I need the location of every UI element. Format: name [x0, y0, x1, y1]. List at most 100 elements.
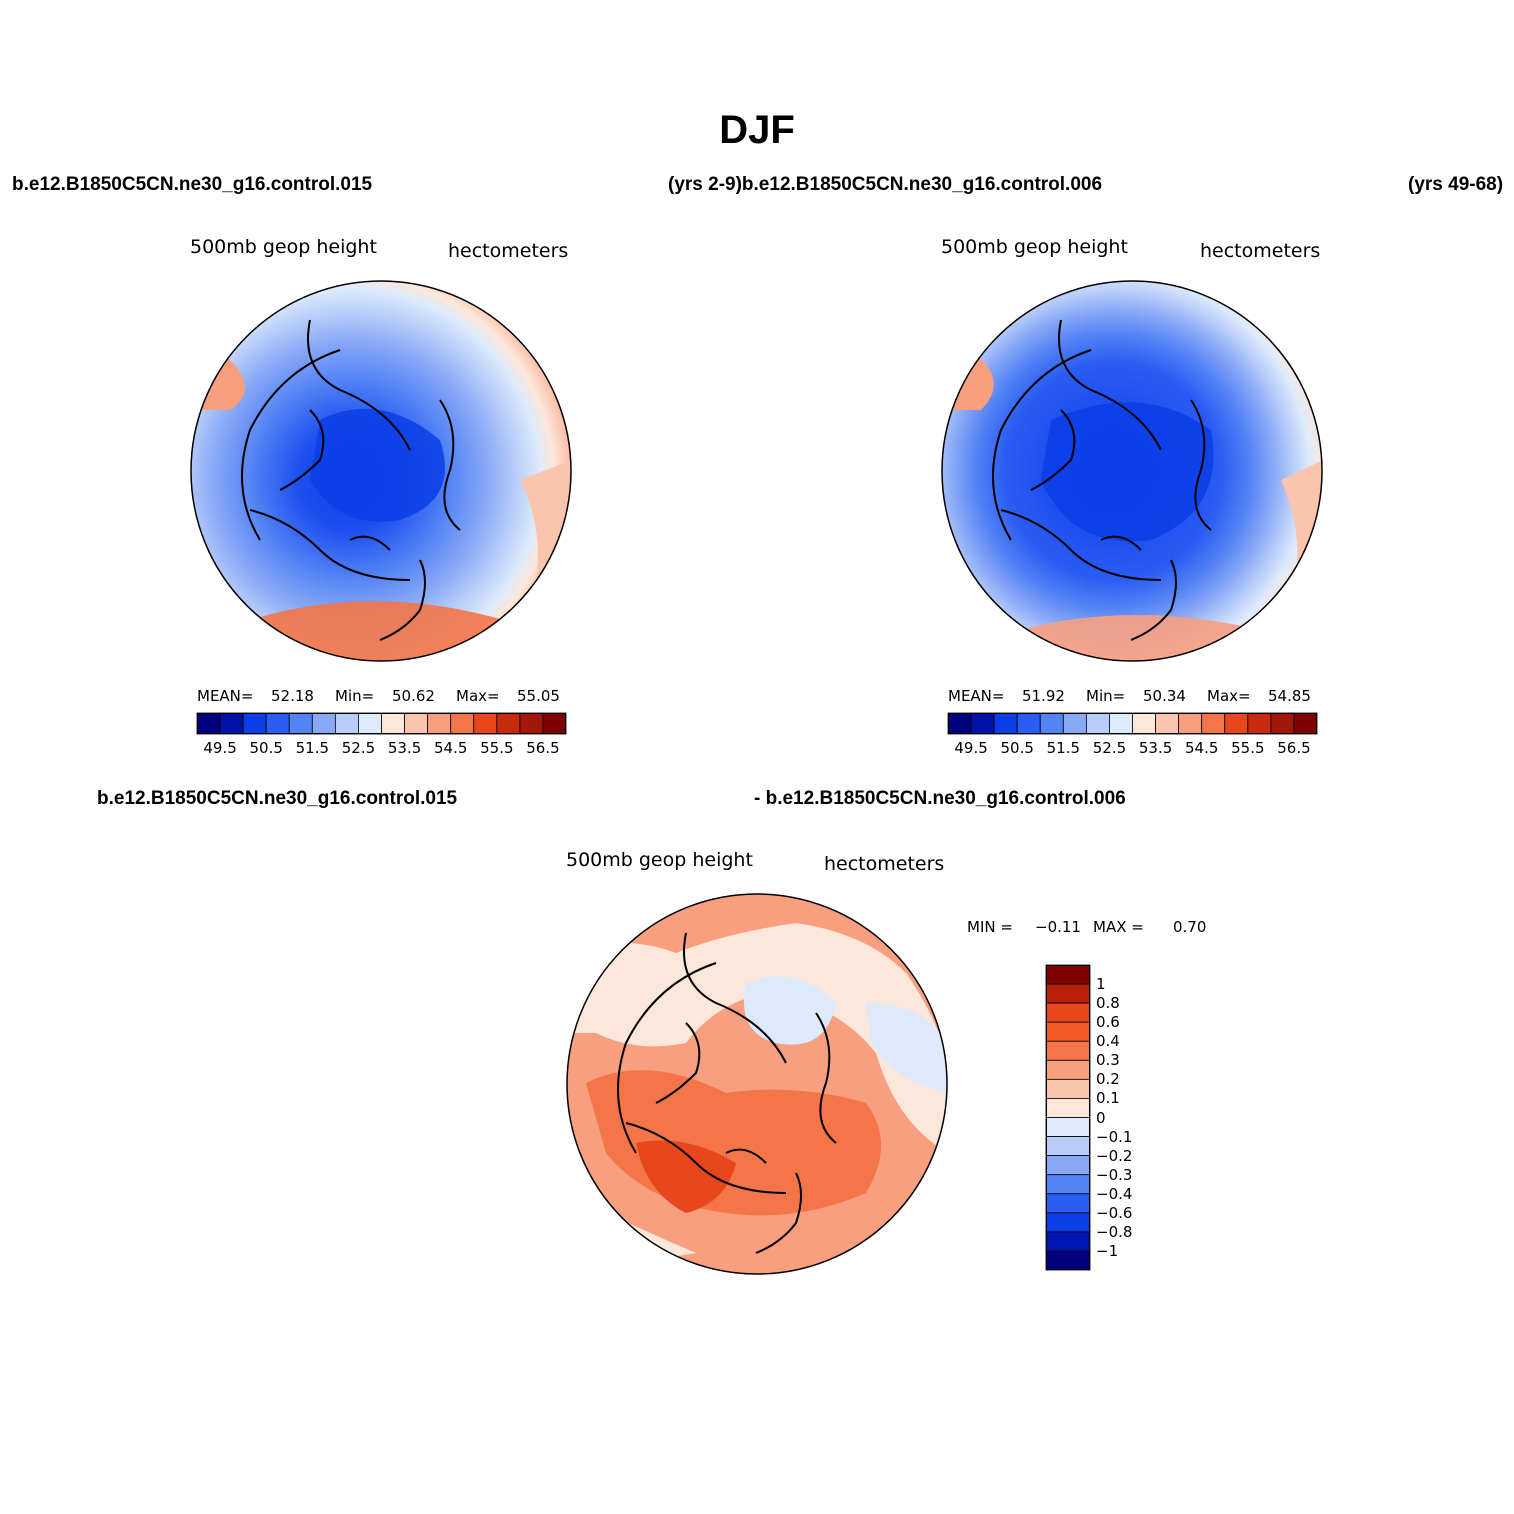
panel3-max-label: MAX =: [1093, 918, 1144, 936]
colorbar-swatch: [971, 713, 994, 734]
colorbar-swatch: [1156, 713, 1179, 734]
panel1-warm-south: [190, 601, 572, 662]
colorbar-swatch: [1109, 713, 1132, 734]
panel3-min-label: MIN =: [967, 918, 1013, 936]
colorbar-tick-label: 54.5: [432, 739, 470, 757]
colorbar-swatch: [220, 713, 243, 734]
colorbar-swatch: [1046, 1041, 1090, 1060]
colorbar-swatch: [1046, 1003, 1090, 1022]
colorbar-swatch: [1046, 1118, 1090, 1137]
colorbar-swatch: [1046, 1079, 1090, 1098]
panel1-units: hectometers: [448, 240, 568, 262]
colorbar-tick-label: 50.5: [998, 739, 1036, 757]
colorbar-swatch: [197, 713, 220, 734]
colorbar-swatch: [1046, 1060, 1090, 1079]
colorbar-swatch: [428, 713, 451, 734]
panel3-max-value: 0.70: [1173, 918, 1206, 936]
panel1-map: [190, 280, 572, 662]
panel1-mean-value: 52.18: [271, 687, 314, 705]
panel2-title: 500mb geop height: [941, 236, 1128, 258]
colorbar-tick-label: 51.5: [293, 739, 331, 757]
colorbar-tick-label: 49.5: [952, 739, 990, 757]
colorbar-tick-label: 49.5: [201, 739, 239, 757]
colorbar-swatch: [335, 713, 358, 734]
panel2-units: hectometers: [1200, 240, 1320, 262]
panel2-max-label: Max=: [1207, 687, 1251, 705]
colorbar-tick-label: 0.6: [1096, 1013, 1120, 1031]
colorbar-swatch: [1046, 1098, 1090, 1117]
colorbar-swatch: [1046, 1213, 1090, 1232]
panel1-title: 500mb geop height: [190, 236, 377, 258]
colorbar-tick-label: 54.5: [1183, 739, 1221, 757]
colorbar-swatch: [497, 713, 520, 734]
panel2-min-label: Min=: [1086, 687, 1125, 705]
case1-label: b.e12.B1850C5CN.ne30_g16.control.015: [12, 174, 372, 196]
panel3-map: [566, 893, 948, 1275]
colorbar-swatch: [451, 713, 474, 734]
panel3-title: 500mb geop height: [566, 849, 753, 871]
colorbar-swatch: [543, 713, 566, 734]
colorbar-swatch: [1046, 1232, 1090, 1251]
colorbar-tick-label: −0.1: [1096, 1128, 1132, 1146]
case2-years-label: (yrs 49-68): [1408, 174, 1503, 196]
panel2-colorbar: [948, 713, 1317, 734]
panel1-mean-label: MEAN=: [197, 687, 253, 705]
colorbar-swatch: [289, 713, 312, 734]
colorbar-swatch: [994, 713, 1017, 734]
colorbar-swatch: [1046, 1022, 1090, 1041]
case2-label: (yrs 2-9)b.e12.B1850C5CN.ne30_g16.contro…: [668, 174, 1102, 196]
colorbar-swatch: [1046, 1194, 1090, 1213]
colorbar-tick-label: −0.8: [1096, 1223, 1132, 1241]
colorbar-tick-label: 53.5: [386, 739, 424, 757]
colorbar-tick-label: −1: [1096, 1242, 1118, 1260]
colorbar-tick-label: −0.4: [1096, 1185, 1132, 1203]
colorbar-swatch: [1046, 1251, 1090, 1270]
panel2-colorbar-swatches: [948, 713, 1317, 734]
panel2-min-value: 50.34: [1143, 687, 1186, 705]
colorbar-tick-label: 55.5: [478, 739, 516, 757]
colorbar-tick-label: 52.5: [1090, 739, 1128, 757]
colorbar-tick-label: 0.4: [1096, 1032, 1120, 1050]
panel1-min-label: Min=: [335, 687, 374, 705]
colorbar-swatch: [1086, 713, 1109, 734]
colorbar-tick-label: 0.3: [1096, 1051, 1120, 1069]
colorbar-tick-label: 52.5: [339, 739, 377, 757]
panel2-map: [941, 280, 1323, 662]
colorbar-tick-label: 0.8: [1096, 994, 1120, 1012]
colorbar-swatch: [1248, 713, 1271, 734]
diff-case2-label: - b.e12.B1850C5CN.ne30_g16.control.006: [754, 788, 1126, 810]
panel1-max-value: 55.05: [517, 687, 560, 705]
colorbar-swatch: [405, 713, 428, 734]
colorbar-swatch: [312, 713, 335, 734]
colorbar-swatch: [358, 713, 381, 734]
colorbar-swatch: [1133, 713, 1156, 734]
colorbar-swatch: [1225, 713, 1248, 734]
colorbar-swatch: [1063, 713, 1086, 734]
colorbar-tick-label: −0.3: [1096, 1166, 1132, 1184]
panel1-colorbar-swatches: [197, 713, 566, 734]
colorbar-swatch: [1046, 1137, 1090, 1156]
colorbar-swatch: [1179, 713, 1202, 734]
colorbar-tick-label: 1: [1096, 975, 1106, 993]
colorbar-swatch: [520, 713, 543, 734]
colorbar-tick-label: 56.5: [1275, 739, 1313, 757]
colorbar-swatch: [1046, 984, 1090, 1003]
panel3-colorbar-swatches: [1046, 965, 1090, 1270]
panel2-warm-south: [941, 615, 1323, 662]
panel1-colorbar: [197, 713, 566, 734]
colorbar-swatch: [1294, 713, 1317, 734]
colorbar-swatch: [1202, 713, 1225, 734]
colorbar-tick-label: −0.2: [1096, 1147, 1132, 1165]
colorbar-swatch: [266, 713, 289, 734]
panel3-colorbar: [1046, 965, 1090, 1270]
colorbar-tick-label: −0.6: [1096, 1204, 1132, 1222]
panel2-max-value: 54.85: [1268, 687, 1311, 705]
panel2-mean-value: 51.92: [1022, 687, 1065, 705]
colorbar-tick-label: 0.2: [1096, 1070, 1120, 1088]
colorbar-tick-label: 53.5: [1137, 739, 1175, 757]
colorbar-swatch: [948, 713, 971, 734]
panel2-mean-label: MEAN=: [948, 687, 1004, 705]
colorbar-tick-label: 56.5: [524, 739, 562, 757]
colorbar-swatch: [243, 713, 266, 734]
colorbar-swatch: [1040, 713, 1063, 734]
